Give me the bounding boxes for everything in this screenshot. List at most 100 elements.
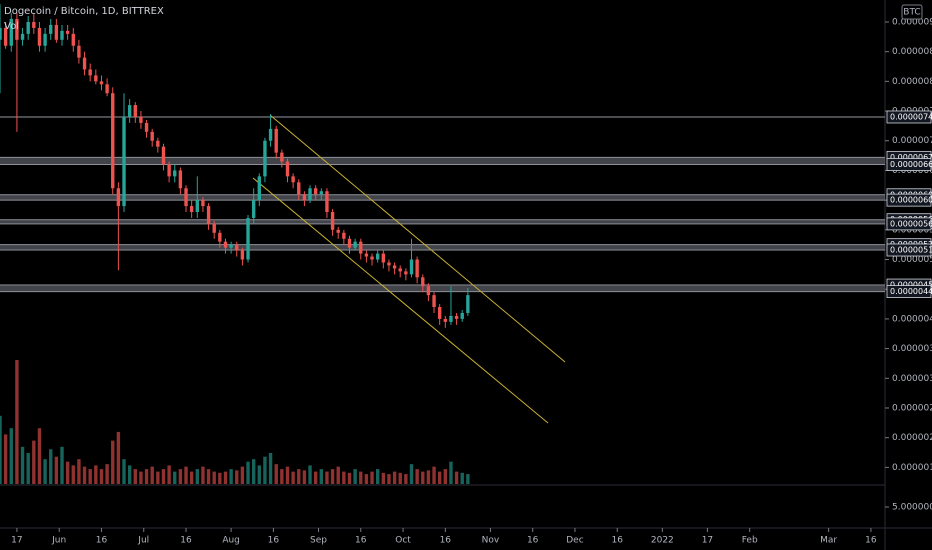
candle-body xyxy=(404,271,408,275)
x-tick-label: Sep xyxy=(310,536,327,546)
candle-body xyxy=(161,146,166,165)
candle-body xyxy=(308,188,312,201)
channel-upper xyxy=(269,114,566,363)
y-tick-label: 0.00000800 xyxy=(892,77,932,87)
candle-body xyxy=(20,33,25,40)
volume-bar xyxy=(43,459,47,484)
volume-bar xyxy=(60,446,64,484)
candle-body xyxy=(223,241,228,248)
level-label-box xyxy=(886,193,932,207)
volume-bar xyxy=(325,471,329,484)
y-tick-label: 0.00000350 xyxy=(892,344,932,354)
volume-bar xyxy=(409,464,414,484)
candle-body xyxy=(167,164,171,177)
candle-body xyxy=(94,75,98,82)
volume-bar xyxy=(454,471,459,484)
candle-body xyxy=(437,307,442,319)
volume-bar xyxy=(77,459,81,484)
currency-box[interactable] xyxy=(901,4,923,20)
candle-body xyxy=(218,232,222,242)
candle-body xyxy=(206,206,211,224)
volume-bar xyxy=(443,469,448,484)
candle-body xyxy=(443,318,448,322)
volume-bar xyxy=(375,469,380,484)
x-tick-label: 17 xyxy=(702,536,713,546)
volume-bar xyxy=(398,472,402,484)
candle-body xyxy=(144,122,149,132)
level-label: 0.00000516 xyxy=(890,246,932,255)
volume-bar xyxy=(297,469,301,484)
candle-body xyxy=(364,253,369,257)
y-tick-label: 0.00000700 xyxy=(892,136,932,146)
volume-bar xyxy=(94,465,98,484)
candle-body xyxy=(88,69,92,76)
levels xyxy=(0,116,885,293)
volume-bar xyxy=(156,471,160,484)
candle-body xyxy=(99,81,104,85)
candle-body xyxy=(127,105,132,117)
volume-bar xyxy=(20,446,25,484)
level-band xyxy=(0,219,885,224)
volume-bar xyxy=(246,461,250,484)
candle-body xyxy=(116,188,121,207)
volume-bar xyxy=(347,472,352,484)
x-tick-label: Jun xyxy=(51,536,66,546)
candle-body xyxy=(409,259,414,275)
candle-body xyxy=(257,176,261,201)
candle-body xyxy=(37,27,42,46)
volume-bar xyxy=(212,471,216,484)
volume-bar xyxy=(280,469,284,484)
candle-body xyxy=(353,241,357,248)
pane2-tick-label: 5.0000000 xyxy=(892,503,932,513)
candle-body xyxy=(201,200,205,207)
candle-body xyxy=(235,244,239,251)
candle-body xyxy=(268,128,273,141)
volume-bar xyxy=(421,471,425,484)
candle-body xyxy=(9,19,13,46)
volume-label: Vol xyxy=(4,21,19,32)
volume-bar xyxy=(404,474,408,484)
volume-bar xyxy=(313,471,318,484)
candle-body xyxy=(319,191,323,195)
candle-body xyxy=(460,312,464,319)
volume-bar xyxy=(37,428,42,484)
volume-bar xyxy=(32,440,36,484)
volume-bar xyxy=(178,469,183,484)
candle-body xyxy=(60,30,64,40)
y-tick-label: 0.00000900 xyxy=(892,17,932,27)
channel-lower xyxy=(252,177,549,424)
candle-body xyxy=(387,262,391,266)
x-tick-label: Aug xyxy=(222,536,240,546)
volume-bar xyxy=(449,461,453,484)
candle-body xyxy=(291,176,295,183)
volume-bar xyxy=(336,466,340,484)
candle-body xyxy=(342,232,346,239)
volume-bar xyxy=(184,466,188,484)
level-label: 0.00000457 xyxy=(890,281,932,290)
volume-bar xyxy=(82,466,87,484)
level-label-box xyxy=(886,158,932,171)
level-label-box xyxy=(886,110,932,124)
volume-bar xyxy=(364,474,369,484)
candle-body xyxy=(285,161,290,177)
y-tick-label: 0.00000200 xyxy=(892,433,932,443)
candle-body xyxy=(359,241,363,254)
candle-body xyxy=(173,170,177,177)
currency[interactable]: BTC xyxy=(903,8,920,18)
x-tick-label: 17 xyxy=(11,536,22,546)
level-band xyxy=(0,157,885,165)
volume-bar xyxy=(189,471,194,484)
level-label-box xyxy=(886,285,932,298)
volume-bar xyxy=(359,471,363,484)
x-tick-label: Oct xyxy=(395,536,411,546)
volume-bar xyxy=(415,469,419,484)
candle-body xyxy=(330,212,335,230)
x-tick-label: Mar xyxy=(820,536,837,546)
volume-bar xyxy=(111,440,115,484)
volume-bar xyxy=(268,453,273,484)
